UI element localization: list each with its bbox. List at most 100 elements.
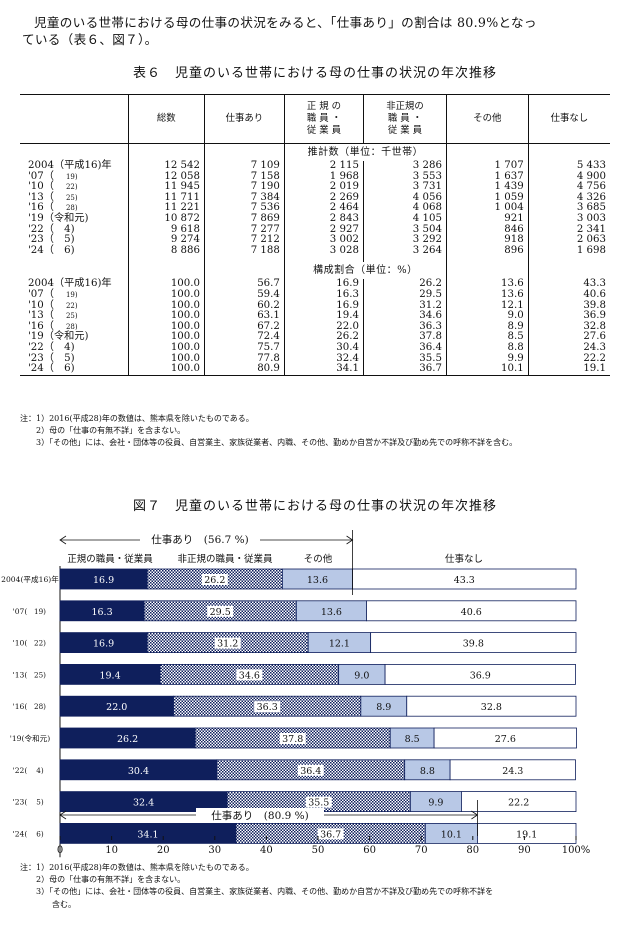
data-label: 34.1 bbox=[137, 829, 158, 840]
table-cell: 12.1 bbox=[445, 300, 529, 312]
data-label: 30.4 bbox=[128, 766, 149, 777]
year-main: '16（ bbox=[28, 202, 54, 214]
data-label-bg bbox=[214, 637, 241, 649]
note-line: 注：1）2016(平成28)年の数値は、熊本県を除いたものである。 bbox=[20, 414, 254, 423]
table-cell: 16.9 bbox=[283, 300, 364, 312]
table-cell: 100.0 bbox=[127, 321, 205, 333]
data-label: 9.9 bbox=[428, 798, 443, 809]
year-label: '23（ 5) bbox=[20, 352, 128, 365]
year-sub: 28) bbox=[65, 204, 78, 213]
data-label: 37.8 bbox=[282, 734, 303, 745]
year-main: '10（ bbox=[28, 181, 54, 193]
figure-title: 図７ 児童のいる世帯における母の仕事の状況の年次推移 bbox=[132, 499, 497, 514]
data-label: 9.0 bbox=[354, 670, 369, 681]
category-label: 2004(平成16)年 bbox=[1, 574, 59, 584]
table-cell: 22.0 bbox=[283, 321, 364, 333]
legend-label: 正規の職員・従業員 bbox=[67, 553, 153, 565]
category-label-sub: 6) bbox=[36, 829, 44, 838]
bottom-bracket-arrow bbox=[59, 810, 67, 820]
table-cell: 2 464 bbox=[283, 203, 364, 214]
data-label-bg bbox=[207, 605, 234, 617]
table-notes: 注：1）2016(平成28)年の数値は、熊本県を除いたものである。 2）母の「仕… bbox=[20, 413, 517, 450]
table-cell: 100.0 bbox=[127, 300, 205, 312]
x-tick-label: 10 bbox=[105, 845, 118, 856]
table-cell: 3 286 bbox=[362, 160, 447, 172]
table-row: '16（ 28) 100.0 67.2 22.0 36.3 8.9 32.8 bbox=[20, 321, 610, 333]
data-label: 32.4 bbox=[133, 798, 154, 809]
table-cell: 1 004 bbox=[445, 203, 529, 214]
table-cell: 7 188 bbox=[204, 245, 285, 257]
data-label: 22.2 bbox=[508, 798, 529, 809]
category-label-sub: 22) bbox=[34, 639, 46, 648]
table-cell: 36.4 bbox=[362, 342, 447, 354]
table-cell: 1 637 bbox=[445, 171, 529, 183]
category-label: '22( bbox=[13, 766, 28, 775]
category-label: '16( bbox=[13, 702, 28, 711]
data-label: 19.1 bbox=[516, 829, 537, 840]
table-cell: 34.1 bbox=[283, 363, 364, 376]
year-label: '13（ 25) bbox=[20, 192, 128, 204]
table-row: '22（ 4) 9 618 7 277 2 927 3 504 846 2 341 bbox=[20, 224, 610, 236]
data-label: 8.8 bbox=[420, 766, 435, 777]
section-title: 推計数（単位：千世帯） bbox=[283, 143, 447, 161]
year-label: '07（ 19) bbox=[20, 171, 128, 183]
data-label: 16.9 bbox=[93, 639, 114, 650]
header-regular-line: 職 員 ・ bbox=[306, 113, 341, 124]
table-cell: 2 063 bbox=[527, 235, 610, 246]
table-cell: 921 bbox=[445, 213, 529, 225]
table-cell: 60.2 bbox=[204, 300, 285, 312]
table-row: '13（ 25) 11 711 7 384 2 269 4 056 1 059 4 326 bbox=[20, 192, 610, 204]
x-tick-label: 100% bbox=[562, 845, 591, 856]
header-unemployed: 仕事なし bbox=[527, 94, 610, 144]
table-6: 総数 仕事あり 正 規 の 職 員 ・ 従 業 員 非正規の 職 員 ・ 従 業… bbox=[20, 94, 610, 376]
table-row: '16（ 28) 11 221 7 536 2 464 4 068 1 004 3 685 bbox=[20, 203, 610, 214]
table-cell: 7 536 bbox=[204, 203, 285, 214]
bottom-bracket-bg bbox=[196, 808, 324, 822]
data-label-bg bbox=[305, 796, 332, 808]
data-label-bg bbox=[297, 764, 324, 776]
year-sub: 25) bbox=[65, 193, 78, 202]
data-label: 8.9 bbox=[376, 702, 391, 713]
table-cell: 8.5 bbox=[445, 332, 529, 343]
note-line: 含む。 bbox=[20, 899, 76, 909]
note-line: 2）母の「仕事の有無不詳」を含まない。 bbox=[20, 426, 186, 436]
bar-segment bbox=[433, 727, 577, 749]
table-cell: 2 341 bbox=[527, 224, 610, 236]
table-cell: 3 553 bbox=[362, 171, 447, 183]
data-label: 36.4 bbox=[300, 766, 321, 777]
table-cell: 80.9 bbox=[204, 363, 285, 376]
note-line: 2）母の「仕事の有無不詳」を含まない。 bbox=[20, 875, 186, 885]
table-cell: 3 504 bbox=[362, 224, 447, 236]
category-label: '19(令和元) bbox=[10, 733, 50, 743]
header-total: 総数 bbox=[127, 94, 206, 144]
header-regular: 正 規 の 職 員 ・ 従 業 員 bbox=[283, 94, 364, 144]
table-cell: 77.8 bbox=[204, 353, 285, 365]
data-label: 34.6 bbox=[239, 670, 260, 681]
data-label: 36.7 bbox=[320, 829, 341, 840]
table-cell: 2 843 bbox=[283, 213, 364, 225]
table-cell: 1 968 bbox=[283, 171, 364, 183]
table-cell: 34.6 bbox=[362, 311, 447, 322]
data-label: 29.5 bbox=[210, 607, 231, 618]
year-main: '23（ 5) bbox=[28, 352, 75, 364]
top-bracket-arrow bbox=[59, 535, 67, 545]
category-label-sub: 5) bbox=[36, 798, 44, 807]
category-label-sub: 19) bbox=[34, 607, 46, 616]
bar-segment bbox=[406, 695, 577, 717]
table-cell: 8.9 bbox=[445, 321, 529, 333]
data-label: 16.9 bbox=[93, 575, 114, 586]
x-tick-label: 40 bbox=[260, 845, 273, 856]
category-label-sub: 25) bbox=[34, 670, 46, 679]
note-line: 3）「その他」には、会社・団体等の役員、自営業主、家族従業者、内職、その他、勤め… bbox=[20, 438, 518, 448]
x-tick-label: 50 bbox=[312, 845, 325, 856]
data-label: 27.6 bbox=[495, 734, 516, 745]
year-main: 2004（平成16)年 bbox=[28, 160, 112, 171]
table-cell: 2 115 bbox=[283, 160, 364, 172]
year-main: '10（ bbox=[28, 299, 54, 311]
year-label: '24（ 6) bbox=[20, 363, 129, 376]
data-label: 26.2 bbox=[117, 734, 138, 745]
table-cell: 19.1 bbox=[527, 363, 610, 376]
table-cell: 16.9 bbox=[283, 279, 364, 290]
year-label: '22（ 4) bbox=[20, 224, 128, 236]
bar-segment bbox=[449, 759, 576, 781]
